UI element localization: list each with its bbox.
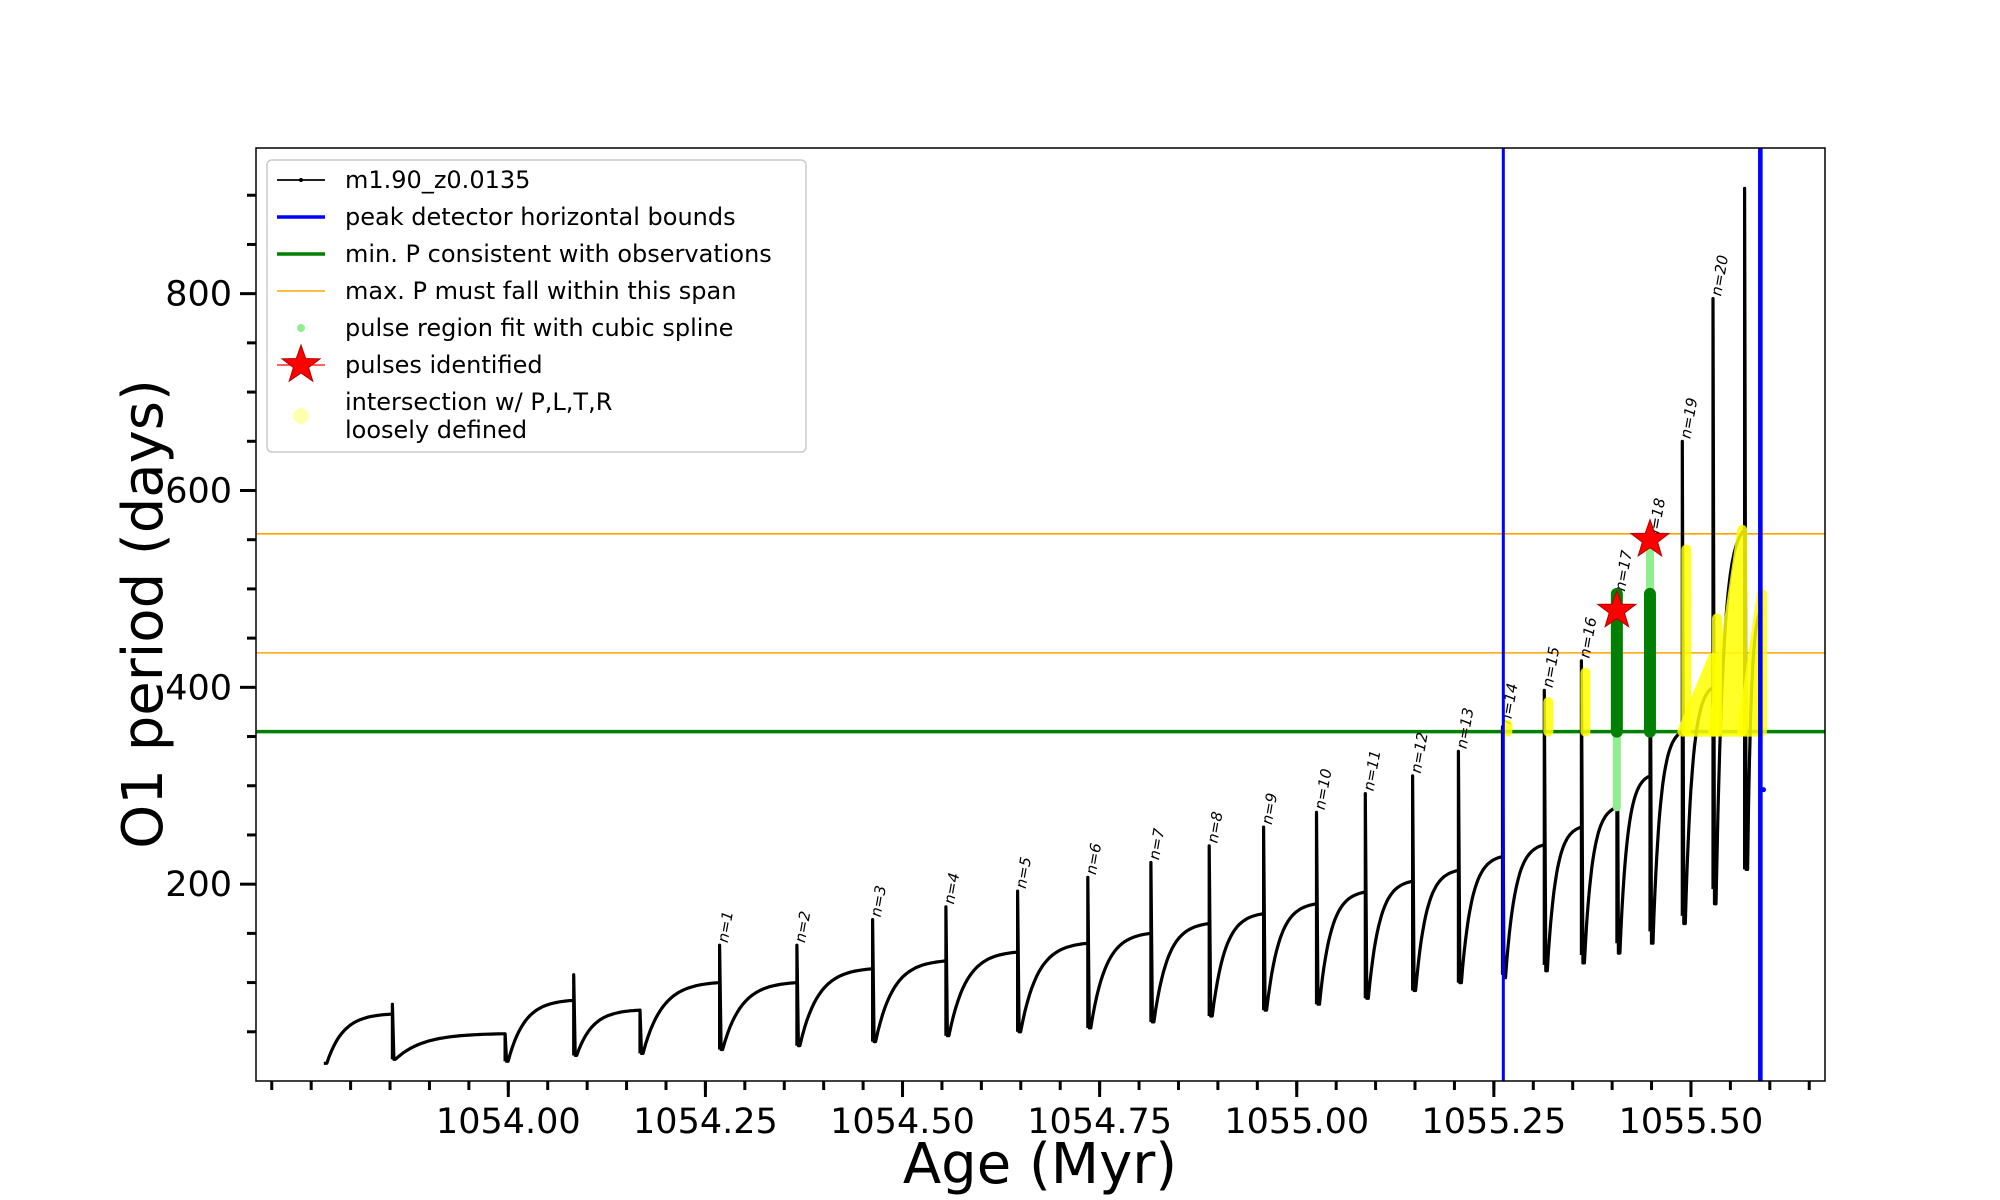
track-pulse-segment <box>1456 749 1503 985</box>
x-tick-label: 1055.50 <box>1619 1102 1764 1142</box>
legend-label: max. P must fall within this span <box>345 277 736 305</box>
x-tick-label: 1054.75 <box>1027 1102 1172 1142</box>
legend-label: min. P consistent with observations <box>345 240 772 268</box>
pulse-label: n=14 <box>1497 682 1522 726</box>
legend-label: loosely defined <box>345 416 527 444</box>
track-pulse-segment <box>1542 688 1582 973</box>
track-pulse-segment <box>503 998 574 1063</box>
legend-handle-marker <box>299 178 303 182</box>
pulse-label: n=10 <box>1311 767 1336 811</box>
pulse-label: n=4 <box>940 871 963 905</box>
pulse-label: n=19 <box>1677 396 1702 440</box>
legend-handle-star <box>280 343 322 383</box>
track-pulse-segment <box>944 905 1018 1038</box>
track-pulse-segment <box>572 973 641 1057</box>
x-tick-label: 1055.25 <box>1421 1102 1566 1142</box>
y-axis-title: O1 period (days) <box>111 379 176 849</box>
legend-label: intersection w/ P,L,T,R <box>345 388 612 416</box>
x-tick-label: 1055.00 <box>1224 1102 1369 1142</box>
track-pulse-segment <box>1500 725 1545 980</box>
legend-label: pulse region fit with cubic spline <box>345 314 733 342</box>
pulse-label: n=9 <box>1258 792 1281 826</box>
legend-handle-dot <box>297 324 305 332</box>
track-pulse-segment <box>1411 774 1459 993</box>
pulse-identified-star <box>1629 518 1671 558</box>
pulse-identified-star <box>1596 589 1638 628</box>
pulse-label: n=12 <box>1407 731 1432 775</box>
track-pulse-segment <box>1615 592 1651 955</box>
pulse-label: n=17 <box>1611 548 1636 592</box>
track-pulse-segment <box>1016 889 1089 1034</box>
x-tick-label: 1054.50 <box>830 1102 975 1142</box>
y-tick-label: 800 <box>165 275 232 315</box>
track-pulse-segment <box>390 1002 506 1061</box>
pulse-label: n=13 <box>1453 706 1478 750</box>
track-pulse-segment <box>1314 810 1366 1006</box>
loose-band <box>1708 524 1748 737</box>
y-tick-label: 600 <box>165 471 232 511</box>
legend-box <box>266 159 807 453</box>
pulse-label: n=1 <box>714 910 737 944</box>
plot-frame <box>255 147 1826 1082</box>
plot-area: n=1 n=2 n=3 n=4 n=5 n=6 n=7 n=8 n=9 n=10 n=11 n=12 n… <box>256 148 1825 1081</box>
pulse-label: n=20 <box>1707 254 1732 298</box>
pulse-label: n=8 <box>1203 810 1226 844</box>
x-tick-label: 1054.00 <box>436 1102 581 1142</box>
axes: 1054.00 1054.25 1054.50 1054.75 1055.00 1055.… <box>165 193 1811 1142</box>
x-axis-title: Age (Myr) <box>903 1132 1177 1197</box>
track-pulse-segment <box>323 1012 393 1065</box>
y-tick-label: 400 <box>165 668 232 708</box>
legend-label: pulses identified <box>345 351 543 379</box>
pulse-label: n=15 <box>1539 645 1564 689</box>
track-pulse-segment <box>1086 875 1152 1030</box>
legend-label: m1.90_z0.0135 <box>345 166 530 194</box>
track-pulse-segment <box>638 981 720 1055</box>
track-pulse-segment <box>871 918 947 1044</box>
track-pulse-segment <box>795 943 873 1048</box>
pulse-label: n=5 <box>1012 855 1035 889</box>
track-pulse-segment <box>718 943 798 1052</box>
x-tick-label: 1054.25 <box>633 1102 778 1142</box>
pulse-label: n=11 <box>1360 749 1385 793</box>
pulse-label: n=2 <box>791 910 814 944</box>
pulse-label: n=3 <box>867 884 890 918</box>
track-pulse-segment <box>1579 659 1618 965</box>
pulse-label: n=6 <box>1082 842 1105 876</box>
track-pulse-segment <box>1262 825 1317 1012</box>
legend-label: peak detector horizontal bounds <box>345 203 736 231</box>
track-pulse-segment <box>1207 844 1264 1018</box>
y-tick-label: 200 <box>165 865 232 905</box>
track-pulse-segment <box>1648 540 1684 945</box>
legend-handle-dot <box>293 408 309 424</box>
track-pulse-segment <box>1363 792 1413 1000</box>
pulse-label: n=7 <box>1145 826 1168 861</box>
track-pulse-segment <box>1149 860 1210 1024</box>
outlier-point <box>1761 787 1767 793</box>
